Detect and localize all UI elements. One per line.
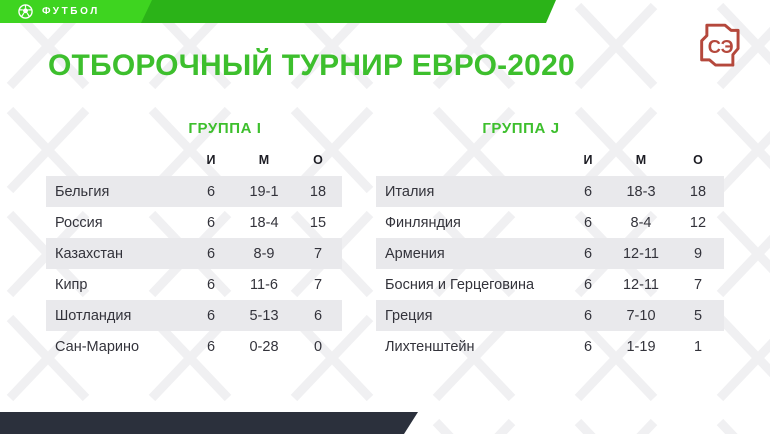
points: 7 (313, 245, 323, 262)
points: 12 (689, 214, 707, 231)
team-name: Кипр (55, 276, 88, 293)
goal-record: 1-19 (626, 338, 656, 355)
table-row: Шотландия 6 5-13 6 (46, 300, 342, 331)
table-row: Россия 6 18-4 15 (46, 207, 342, 238)
team-name: Бельгия (55, 183, 110, 200)
column-header-games: И (206, 153, 216, 167)
points: 9 (693, 245, 703, 262)
team-name: Лихтенштейн (385, 338, 475, 355)
goal-record: 5-13 (249, 307, 279, 324)
team-name: Сан-Марино (55, 338, 140, 355)
soccer-ball-icon (18, 4, 33, 19)
column-header-team (376, 153, 566, 176)
points: 18 (689, 183, 707, 200)
top-brand-bar: ФУТБОЛ (0, 0, 556, 23)
games-played: 6 (206, 276, 216, 293)
group-i-table: И М О Бельгия 6 19-1 18 Россия 6 (46, 153, 342, 362)
team-name: Финляндия (385, 214, 461, 231)
column-header-points: О (693, 153, 703, 167)
column-header-goals: М (635, 153, 647, 167)
topbar-label: ФУТБОЛ (42, 6, 100, 17)
points: 7 (313, 276, 323, 293)
table-row: Греция 6 7-10 5 (376, 300, 724, 331)
team-name: Шотландия (55, 307, 132, 324)
games-played: 6 (583, 245, 593, 262)
goal-record: 0-28 (249, 338, 279, 355)
goal-record: 18-3 (626, 183, 656, 200)
column-header-goals: М (258, 153, 270, 167)
games-played: 6 (583, 183, 593, 200)
points: 18 (309, 183, 327, 200)
team-name: Россия (55, 214, 103, 231)
goal-record: 11-6 (250, 276, 278, 293)
team-name: Казахстан (55, 245, 123, 262)
games-played: 6 (206, 338, 216, 355)
table-row: Босния и Герцеговина 6 12-11 7 (376, 269, 724, 300)
points: 6 (313, 307, 323, 324)
table-row: Бельгия 6 19-1 18 (46, 176, 342, 207)
team-name: Италия (385, 183, 435, 200)
games-played: 6 (583, 214, 593, 231)
team-name: Босния и Герцеговина (385, 276, 535, 293)
group-i-block: ГРУППА I И М О Бельгия 6 (46, 118, 342, 362)
games-played: 6 (206, 307, 216, 324)
column-header-games: И (583, 153, 593, 167)
group-j-title: ГРУППА J (482, 120, 560, 137)
games-played: 6 (206, 245, 216, 262)
page-title: ОТБОРОЧНЫЙ ТУРНИР ЕВРО-2020 (48, 49, 575, 82)
goal-record: 12-11 (622, 245, 659, 262)
games-played: 6 (206, 214, 216, 231)
team-name: Армения (385, 245, 445, 262)
goal-record: 8-9 (253, 245, 275, 262)
goal-record: 18-4 (249, 214, 279, 231)
column-header-team (46, 153, 188, 176)
games-played: 6 (583, 307, 593, 324)
svg-text:СЭ: СЭ (708, 37, 734, 57)
team-name: Греция (385, 307, 433, 324)
footer-accent-bar (0, 412, 418, 434)
points: 0 (313, 338, 323, 355)
goal-record: 7-10 (626, 307, 656, 324)
table-row: Армения 6 12-11 9 (376, 238, 724, 269)
table-row: Финляндия 6 8-4 12 (376, 207, 724, 238)
sport-express-logo[interactable]: СЭ (693, 20, 745, 72)
table-row: Италия 6 18-3 18 (376, 176, 724, 207)
table-header-row: И М О (376, 153, 724, 176)
table-row: Казахстан 6 8-9 7 (46, 238, 342, 269)
table-header-row: И М О (46, 153, 342, 176)
table-row: Кипр 6 11-6 7 (46, 269, 342, 300)
points: 7 (693, 276, 703, 293)
games-played: 6 (206, 183, 216, 200)
points: 1 (693, 338, 703, 355)
goal-record: 19-1 (249, 183, 279, 200)
column-header-points: О (313, 153, 323, 167)
points: 15 (309, 214, 327, 231)
goal-record: 8-4 (630, 214, 652, 231)
goal-record: 12-11 (622, 276, 659, 293)
group-j-table: И М О Италия 6 18-3 18 Финляндия 6 (376, 153, 724, 362)
topbar-content: ФУТБОЛ (0, 0, 100, 23)
points: 5 (693, 307, 703, 324)
games-played: 6 (583, 338, 593, 355)
table-row: Сан-Марино 6 0-28 0 (46, 331, 342, 362)
group-j-block: ГРУППА J И М О Италия 6 (376, 118, 724, 362)
table-row: Лихтенштейн 6 1-19 1 (376, 331, 724, 362)
group-i-title: ГРУППА I (188, 120, 262, 137)
games-played: 6 (583, 276, 593, 293)
